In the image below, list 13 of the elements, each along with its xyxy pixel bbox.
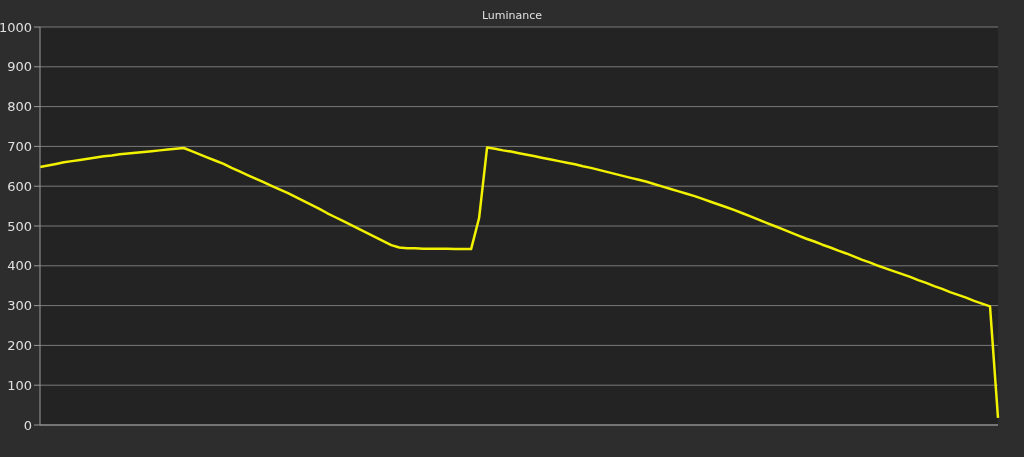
- y-tick-label: 1000: [0, 19, 32, 35]
- y-tick-label: 800: [7, 99, 32, 115]
- y-tick-label: 600: [7, 178, 32, 194]
- y-tick-label: 300: [7, 298, 32, 314]
- chart-title: Luminance: [481, 9, 543, 22]
- y-tick-label: 100: [7, 377, 32, 393]
- y-tick-label: 200: [7, 338, 32, 354]
- y-tick-label: 0: [23, 417, 32, 433]
- y-tick-label: 700: [7, 139, 32, 155]
- y-tick-label: 400: [7, 258, 32, 274]
- line-series: [38, 146, 1000, 420]
- y-tick-label: 500: [7, 218, 32, 234]
- y-tick-label: 900: [7, 59, 32, 75]
